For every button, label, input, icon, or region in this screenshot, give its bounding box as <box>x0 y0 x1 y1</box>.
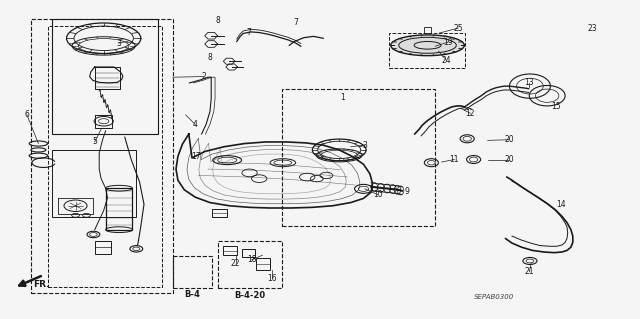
Text: B-4: B-4 <box>185 290 200 299</box>
Bar <box>52 150 136 217</box>
Text: 11: 11 <box>450 155 459 164</box>
Text: 7: 7 <box>246 28 251 37</box>
Bar <box>223 246 237 255</box>
Text: 14: 14 <box>556 200 566 209</box>
Text: 8: 8 <box>207 53 212 62</box>
Text: SEPAB0300: SEPAB0300 <box>474 294 514 300</box>
Text: 7: 7 <box>293 18 298 27</box>
Text: 10: 10 <box>372 190 383 199</box>
Bar <box>31 19 173 293</box>
Text: 16: 16 <box>267 274 277 283</box>
Text: 4: 4 <box>193 120 198 129</box>
Text: 23: 23 <box>588 24 598 33</box>
Text: 5: 5 <box>92 137 97 146</box>
Text: 18: 18 <box>247 256 256 264</box>
Bar <box>242 249 255 257</box>
Text: 17: 17 <box>191 152 201 161</box>
Text: 25: 25 <box>453 24 463 33</box>
Bar <box>106 188 132 230</box>
Bar <box>218 241 282 288</box>
Text: 9: 9 <box>404 187 410 196</box>
Text: FR.: FR. <box>33 280 50 289</box>
Text: 13: 13 <box>524 78 534 87</box>
Bar <box>424 27 431 33</box>
Ellipse shape <box>390 35 465 56</box>
Text: 19: 19 <box>443 38 453 47</box>
Text: 12: 12 <box>466 109 475 118</box>
Text: 21: 21 <box>525 267 534 276</box>
Bar <box>256 258 270 270</box>
Text: 3: 3 <box>116 39 121 48</box>
Bar <box>212 209 227 217</box>
Text: 1: 1 <box>340 93 345 102</box>
Bar <box>282 89 435 226</box>
Text: 3: 3 <box>362 141 367 150</box>
Text: 20: 20 <box>504 135 515 144</box>
Text: 6: 6 <box>24 110 29 119</box>
Bar <box>173 256 212 288</box>
Bar <box>389 33 465 68</box>
Text: 22: 22 <box>231 259 240 268</box>
Text: 20: 20 <box>504 155 515 164</box>
Text: 8: 8 <box>215 16 220 25</box>
Text: 15: 15 <box>550 102 561 111</box>
Bar <box>95 241 111 254</box>
Bar <box>52 19 158 134</box>
Bar <box>48 26 162 287</box>
Text: 24: 24 <box>442 56 452 65</box>
Text: B-4-20: B-4-20 <box>234 291 265 300</box>
Text: 2: 2 <box>201 72 206 81</box>
